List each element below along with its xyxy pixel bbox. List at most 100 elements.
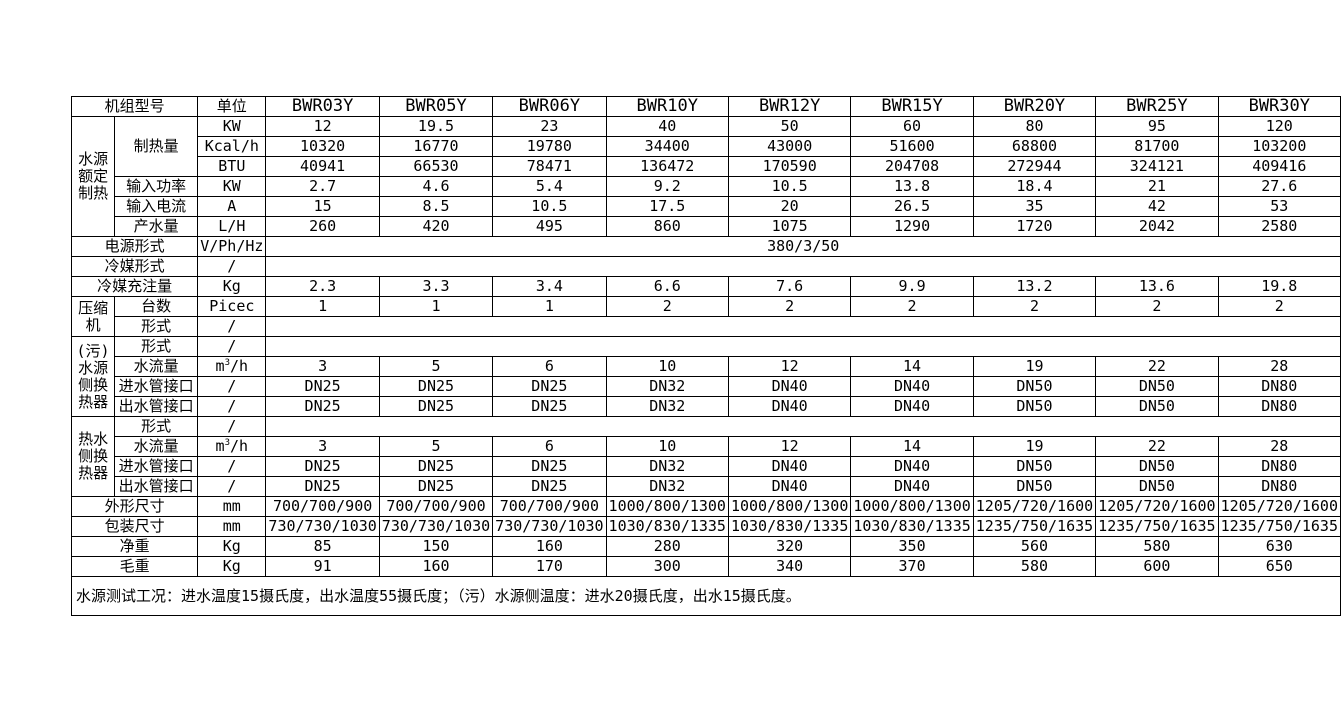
value-cell: 1235/750/1635 — [972, 516, 1097, 537]
value-cell: 1720 — [972, 216, 1097, 237]
value-cell: 51600 — [850, 136, 974, 157]
value-cell: 3 — [265, 356, 380, 377]
column-header-model: BWR10Y — [605, 96, 729, 117]
value-cell: 21 — [1095, 176, 1219, 197]
value-cell: 1205/720/1600 — [1095, 496, 1219, 517]
table-row: 冷媒充注量 Kg 2.3 3.3 3.4 6.6 7.6 9.9 13.2 13.6 19.8 — [70, 276, 1341, 297]
table-row: 出水管接口 / DN25 DN25 DN25 DN32 DN40 DN40 DN50 DN50 DN… — [72, 396, 1341, 417]
value-cell: 26.5 — [850, 196, 974, 217]
value-cell: 1000/800/1300 — [727, 496, 852, 517]
table-row: 水流量 m3/h 3 5 6 10 12 14 19 22 28 — [72, 356, 1341, 377]
table-row: 水流量 m3/h 3 5 6 10 12 14 19 22 28 — [72, 436, 1341, 457]
value-cell: DN40 — [850, 476, 974, 497]
value-cell: DN40 — [727, 396, 852, 417]
row-label: 出水管接口 — [114, 396, 199, 417]
value-cell: 730/730/1030 — [492, 516, 607, 537]
table-row: Kcal/h 10320 16770 19780 34400 43000 51600 6880… — [72, 136, 1341, 157]
value-cell: 10320 — [265, 136, 380, 157]
value-cell: 340 — [727, 556, 852, 577]
value-cell: 300 — [605, 556, 729, 577]
value-cell: 2 — [727, 296, 852, 317]
value-cell: 1205/720/1600 — [1217, 496, 1341, 517]
unit-cell: Kg — [197, 276, 267, 297]
value-cell: DN40 — [850, 396, 974, 417]
value-cell: 2 — [605, 296, 729, 317]
value-cell: DN25 — [378, 456, 494, 477]
value-cell: 2 — [850, 296, 974, 317]
value-cell: 2 — [1095, 296, 1219, 317]
table-row: 热水侧换 热器 形式 / — [70, 416, 1341, 497]
value-cell: 730/730/1030 — [378, 516, 494, 537]
value-cell: 120 — [1217, 116, 1341, 137]
value-cell: 10 — [605, 356, 729, 377]
row-label: 外形尺寸 — [70, 496, 199, 517]
value-cell: 10.5 — [727, 176, 852, 197]
row-label: 冷媒充注量 — [70, 276, 199, 297]
value-cell: 60 — [850, 116, 974, 137]
value-cell: DN80 — [1217, 476, 1341, 497]
value-cell: 28 — [1217, 356, 1341, 377]
value-cell: DN25 — [265, 456, 380, 477]
value-cell: 170590 — [727, 156, 852, 177]
value-cell: 3.4 — [492, 276, 607, 297]
table-row: 输入功率 KW 2.7 4.6 5.4 9.2 10.5 13.8 18.4 21 27.6 — [72, 176, 1341, 197]
unit-cell: / — [197, 376, 267, 397]
value-cell: DN40 — [727, 456, 852, 477]
value-cell: 19780 — [492, 136, 607, 157]
table-row: 压缩机 台数 Picec 1 1 1 2 2 2 2 2 2 — [70, 296, 1341, 337]
value-cell: 1 — [492, 296, 607, 317]
unit-cell: A — [197, 196, 267, 217]
table-row: 净重 Kg 85 150 160 280 320 350 560 580 630 — [70, 536, 1341, 557]
value-cell: 7.6 — [727, 276, 852, 297]
value-cell: 9.9 — [850, 276, 974, 297]
row-label: 产水量 — [114, 216, 199, 237]
unit-cell: m3/h — [197, 436, 267, 457]
value-cell: 600 — [1095, 556, 1219, 577]
row-label: 台数 — [114, 296, 199, 317]
value-cell: 280 — [605, 536, 729, 557]
value-cell: DN80 — [1217, 456, 1341, 477]
unit-cell: m3/h — [197, 356, 267, 377]
value-cell: 860 — [605, 216, 729, 237]
table-row: 进水管接口 / DN25 DN25 DN25 DN32 DN40 DN40 DN50 DN50 DN… — [72, 376, 1341, 397]
merged-value-cell — [265, 256, 1341, 277]
row-label: 输入功率 — [114, 176, 199, 197]
value-cell: DN32 — [605, 456, 729, 477]
unit-cell: Kcal/h — [197, 136, 267, 157]
value-cell: 13.8 — [850, 176, 974, 197]
merged-value-cell: 380/3/50 — [265, 236, 1341, 257]
value-cell: 170 — [492, 556, 607, 577]
value-cell: DN25 — [492, 396, 607, 417]
table-row: 毛重 Kg 91 160 170 300 340 370 580 600 650 — [70, 556, 1341, 577]
value-cell: 2.7 — [265, 176, 380, 197]
value-cell: 8.5 — [378, 196, 494, 217]
merged-value-cell — [265, 416, 1341, 437]
table-row: 电源形式 V/Ph/Hz 380/3/50 — [70, 236, 1341, 257]
table-row: 进水管接口 / DN25 DN25 DN25 DN32 DN40 DN40 DN50 DN50 DN… — [72, 456, 1341, 477]
value-cell: 700/700/900 — [492, 496, 607, 517]
table-row: 出水管接口 / DN25 DN25 DN25 DN32 DN40 DN40 DN50 DN50 DN… — [72, 476, 1341, 497]
column-header-model: BWR20Y — [972, 96, 1097, 117]
value-cell: DN25 — [265, 476, 380, 497]
table-row: BTU 40941 66530 78471 136472 170590 204708 2729… — [72, 156, 1341, 177]
value-cell: 3 — [265, 436, 380, 457]
value-cell: DN50 — [972, 456, 1097, 477]
value-cell: 650 — [1217, 556, 1341, 577]
value-cell: 420 — [378, 216, 494, 237]
value-cell: 19 — [972, 436, 1097, 457]
unit-cell: KW — [197, 176, 267, 197]
row-label: 净重 — [70, 536, 199, 557]
unit-cell: mm — [197, 516, 267, 537]
value-cell: 16770 — [378, 136, 494, 157]
table-row: 水源测试工况：进水温度15摄氏度，出水温度55摄氏度；（污）水源侧温度：进水20… — [71, 576, 1341, 616]
value-cell: 730/730/1030 — [265, 516, 380, 537]
value-cell: DN40 — [727, 376, 852, 397]
row-group-label: 压缩机 — [70, 296, 116, 337]
value-cell: DN32 — [605, 376, 729, 397]
value-cell: 1030/830/1335 — [850, 516, 974, 537]
row-label: 制热量 — [114, 116, 199, 177]
value-cell: 22 — [1095, 356, 1219, 377]
row-label: 形式 — [114, 416, 199, 437]
row-label: 进水管接口 — [114, 456, 199, 477]
value-cell: DN50 — [1095, 376, 1219, 397]
